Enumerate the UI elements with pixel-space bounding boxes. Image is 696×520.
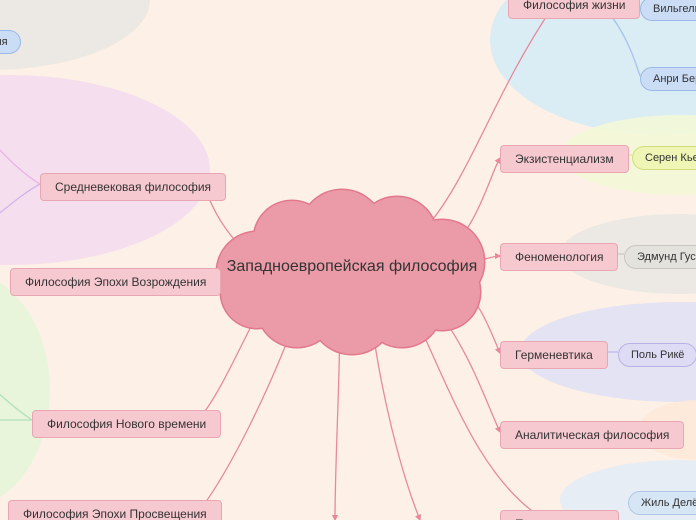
branch-label: Аналитическая философия: [515, 428, 669, 442]
branch-analytic[interactable]: Аналитическая философия: [500, 421, 684, 449]
branch-label: Философия жизни: [523, 0, 625, 12]
branch-label: Средневековая философия: [55, 180, 211, 194]
leaf-label: ндия: [0, 36, 8, 48]
leaf-label: Вильгель: [653, 3, 696, 15]
branch-hermen[interactable]: Герменевтика: [500, 341, 608, 369]
branch-postmod[interactable]: Постмодернизм: [500, 510, 619, 520]
branch-label: Феноменология: [515, 250, 603, 264]
leaf-label: Эдмунд Гусс: [637, 251, 696, 263]
leaf-label: Поль Рикё: [631, 349, 684, 361]
branch-medieval[interactable]: Средневековая философия: [40, 173, 226, 201]
branch-label: Философия Нового времени: [47, 417, 206, 431]
branch-life[interactable]: Философия жизни: [508, 0, 640, 19]
branch-renaiss[interactable]: Философия Эпохи Возрождения: [10, 268, 221, 296]
leaf-label: Серен Кье: [645, 152, 696, 164]
branch-exist[interactable]: Экзистенциализм: [500, 145, 629, 173]
leaf-india[interactable]: ндия: [0, 30, 21, 54]
leaf-label: Анри Бер: [653, 73, 696, 85]
leaf-husserl[interactable]: Эдмунд Гусс: [624, 245, 696, 269]
leaf-bergson[interactable]: Анри Бер: [640, 67, 696, 91]
leaf-ricoeur[interactable]: Поль Рикё: [618, 343, 696, 367]
branch-phenom[interactable]: Феноменология: [500, 243, 618, 271]
branch-enlight[interactable]: Философия Эпохи Просвещения: [8, 500, 222, 520]
leaf-deleuze[interactable]: Жиль Делё: [628, 491, 696, 515]
branch-label: Философия Эпохи Возрождения: [25, 275, 206, 289]
leaf-wilhelm[interactable]: Вильгель: [640, 0, 696, 21]
branch-label: Герменевтика: [515, 348, 593, 362]
branch-modern[interactable]: Философия Нового времени: [32, 410, 221, 438]
branch-label: Экзистенциализм: [515, 152, 614, 166]
leaf-label: Жиль Делё: [641, 497, 696, 509]
leaf-kierke[interactable]: Серен Кье: [632, 146, 696, 170]
mindmap-canvas[interactable]: Западноевропейская философия Философия ж…: [0, 0, 696, 520]
branch-label: Философия Эпохи Просвещения: [23, 507, 207, 520]
